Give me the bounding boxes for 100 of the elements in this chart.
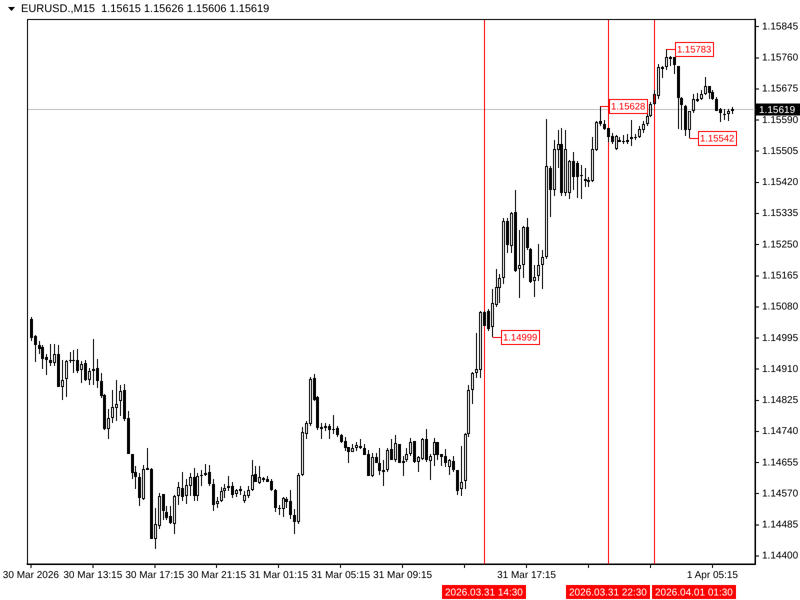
candlestick xyxy=(332,414,335,434)
candlestick xyxy=(580,164,583,200)
candlestick xyxy=(262,476,265,482)
candlestick xyxy=(274,488,277,512)
candlestick xyxy=(351,444,354,452)
candlestick xyxy=(537,244,540,282)
y-tick-label: 1.14400 xyxy=(762,550,799,562)
candlestick xyxy=(239,486,242,496)
x-tick-label: 31 Mar 05:15 xyxy=(311,570,371,581)
candlestick xyxy=(359,438,362,450)
candlestick xyxy=(227,476,230,492)
candlestick xyxy=(704,76,707,96)
candlestick xyxy=(76,348,79,374)
candlestick xyxy=(456,470,459,496)
candlestick xyxy=(708,86,711,100)
candlestick xyxy=(49,344,52,366)
candlestick xyxy=(692,94,695,114)
candlestick xyxy=(212,478,215,512)
annotation: 1.15542 xyxy=(700,134,734,145)
candlestick xyxy=(247,486,250,498)
candlestick xyxy=(545,118,548,260)
candlestick xyxy=(177,482,180,506)
candlestick xyxy=(452,456,455,472)
candlestick xyxy=(444,448,447,468)
candlestick xyxy=(301,426,304,476)
candlestick xyxy=(491,288,494,338)
y-tick-label: 1.14825 xyxy=(762,395,799,406)
x-tick-label: 31 Mar 09:15 xyxy=(373,570,433,581)
x-tick-label: 30 Mar 17:15 xyxy=(125,570,185,581)
candlestick xyxy=(723,108,726,120)
candlestick xyxy=(142,464,145,500)
candlestick xyxy=(541,250,544,290)
candlestick xyxy=(626,134,629,144)
candlestick xyxy=(448,458,451,476)
candlestick xyxy=(344,436,347,452)
y-tick-label: 1.15760 xyxy=(762,52,799,64)
candlestick xyxy=(711,90,714,100)
y-tick-label: 1.15080 xyxy=(762,302,799,313)
candlestick xyxy=(584,168,587,188)
ref-line-label: 2026.03.31 22:30 xyxy=(569,587,648,598)
candlestick xyxy=(367,450,370,476)
y-tick-label: 1.15165 xyxy=(762,270,799,282)
y-tick-label: 1.15845 xyxy=(762,21,799,32)
candlestick xyxy=(115,380,118,422)
candlestick xyxy=(665,48,668,70)
candlestick xyxy=(514,190,517,272)
candlestick xyxy=(394,434,397,462)
candlestick xyxy=(673,57,676,74)
candlestick xyxy=(471,372,474,404)
candlestick xyxy=(92,338,95,386)
candlestick xyxy=(185,478,188,504)
candlestick xyxy=(138,472,141,506)
candlestick xyxy=(607,128,610,142)
candlestick xyxy=(684,104,687,136)
candlestick xyxy=(669,56,672,66)
y-tick-label: 1.15335 xyxy=(762,208,799,220)
candlestick xyxy=(677,66,680,130)
candlestick xyxy=(297,472,300,524)
chart-title: EURUSD.,M15 1.15615 1.15626 1.15606 1.15619 xyxy=(21,3,270,15)
candlestick xyxy=(564,130,567,196)
candlestick xyxy=(65,360,68,398)
candlestick xyxy=(502,218,505,284)
candlestick xyxy=(173,494,176,534)
y-tick-label: 1.15420 xyxy=(762,177,799,188)
x-tick-label: 30 Mar 2026 xyxy=(2,570,60,581)
y-tick-label: 1.14995 xyxy=(762,332,799,344)
candlestick xyxy=(634,134,637,140)
candlestick xyxy=(421,438,424,460)
candlestick xyxy=(336,426,339,438)
candlestick xyxy=(30,316,33,342)
candlestick xyxy=(193,468,196,502)
candlestick xyxy=(220,486,223,502)
candlestick xyxy=(282,496,285,518)
candlestick xyxy=(622,134,625,144)
x-tick-label: 1 Apr 05:15 xyxy=(686,570,738,581)
candlestick xyxy=(235,488,238,498)
annotation: 1.15628 xyxy=(611,102,646,113)
candlestick xyxy=(289,490,292,520)
annotation: 1.14999 xyxy=(503,332,538,344)
candlestick xyxy=(328,424,331,440)
candlestick xyxy=(150,468,153,539)
y-tick-label: 1.14570 xyxy=(762,488,799,500)
candlestick xyxy=(371,452,374,478)
candlestick xyxy=(642,120,645,134)
candlestick xyxy=(251,460,254,492)
candlestick xyxy=(522,226,525,278)
candlestick xyxy=(119,384,122,416)
candlestick xyxy=(96,358,99,388)
candlestick xyxy=(433,438,436,466)
x-tick-label: 30 Mar 21:15 xyxy=(187,570,247,581)
ref-line-label: 2026.03.31 14:30 xyxy=(445,587,524,598)
candlestick xyxy=(80,360,83,384)
candlestick xyxy=(200,470,203,486)
candlestick xyxy=(270,478,273,492)
candlestick xyxy=(638,126,641,138)
y-tick-label: 1.14485 xyxy=(762,520,799,531)
y-tick-label: 1.15250 xyxy=(762,239,799,250)
candlestick xyxy=(223,484,226,498)
candlestick xyxy=(382,460,385,486)
candlestick xyxy=(560,128,563,196)
